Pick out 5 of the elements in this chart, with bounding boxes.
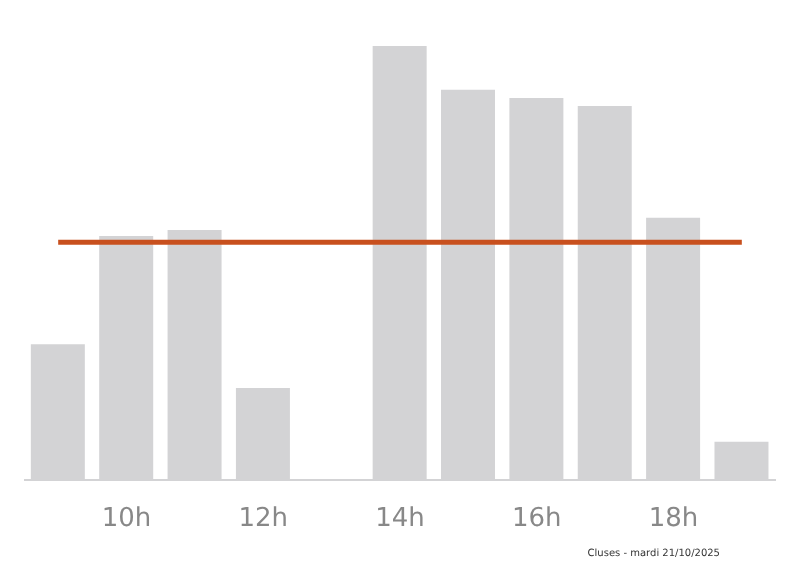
x-tick-label: 18h <box>648 504 699 535</box>
x-tick-label: 14h <box>375 504 425 535</box>
x-tick-label: 16h <box>511 504 562 535</box>
x-tick-label: 10h <box>101 504 152 535</box>
x-tick-label: 12h <box>238 504 289 535</box>
